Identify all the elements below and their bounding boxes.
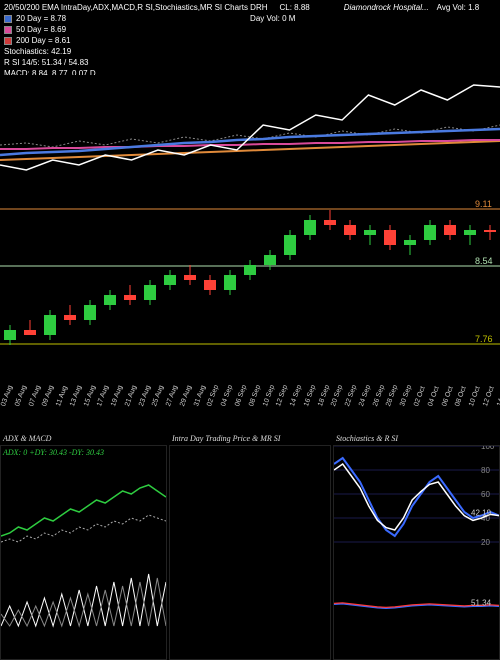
title-left: 20/50/200 EMA IntraDay,ADX,MACD,R SI,Sto…	[4, 2, 268, 13]
day-vol: Day Vol: 0 M	[250, 13, 295, 24]
ema50-label: 50 Day = 8.69	[16, 24, 66, 35]
intraday-panel: Intra Day Trading Price & MR SI	[169, 445, 331, 660]
rsi-label: R SI 14/5: 51.34 / 54.83	[4, 57, 89, 68]
ema20-legend-box	[4, 15, 12, 23]
adx-panel-label: ADX: 0 +DY: 30.43 -DY: 30.43	[3, 448, 104, 457]
candlestick-chart: 9.11 8.54 7.76	[0, 200, 500, 380]
stoch-label: Stochiastics: 42.19	[4, 46, 71, 57]
ema-chart	[0, 75, 500, 195]
stochastics-panel: Stochiastics & R SI 1008060402042.1951.3…	[333, 445, 500, 660]
svg-text:7.76: 7.76	[475, 334, 493, 344]
header: 20/50/200 EMA IntraDay,ADX,MACD,R SI,Sto…	[0, 0, 500, 80]
adx-panel-title: ADX & MACD	[3, 434, 51, 443]
svg-text:100: 100	[481, 446, 495, 451]
svg-text:80: 80	[481, 466, 490, 475]
avg-vol: Avg Vol: 1.8	[437, 2, 480, 13]
svg-text:60: 60	[481, 490, 490, 499]
svg-text:20: 20	[481, 538, 490, 547]
ema200-label: 200 Day = 8.61	[16, 35, 70, 46]
company-name: Diamondrock Hospital...	[344, 2, 429, 13]
svg-text:9.11: 9.11	[475, 200, 492, 209]
adx-macd-panel: ADX & MACD ADX: 0 +DY: 30.43 -DY: 30.43	[0, 445, 167, 660]
ema20-label: 20 Day = 8.78	[16, 13, 66, 24]
close-price: CL: 8.88	[280, 2, 310, 13]
stoch-panel-title: Stochiastics & R SI	[336, 434, 398, 443]
svg-text:8.54: 8.54	[475, 256, 493, 266]
intra-panel-title: Intra Day Trading Price & MR SI	[172, 434, 280, 443]
svg-text:42.19: 42.19	[471, 509, 492, 518]
bottom-panels: ADX & MACD ADX: 0 +DY: 30.43 -DY: 30.43 …	[0, 445, 500, 660]
svg-text:51.34: 51.34	[471, 599, 492, 608]
ema50-legend-box	[4, 26, 12, 34]
date-axis: 03 Aug05 Aug07 Aug09 Aug11 Aug13 Aug15 A…	[0, 380, 500, 440]
ema200-legend-box	[4, 37, 12, 45]
